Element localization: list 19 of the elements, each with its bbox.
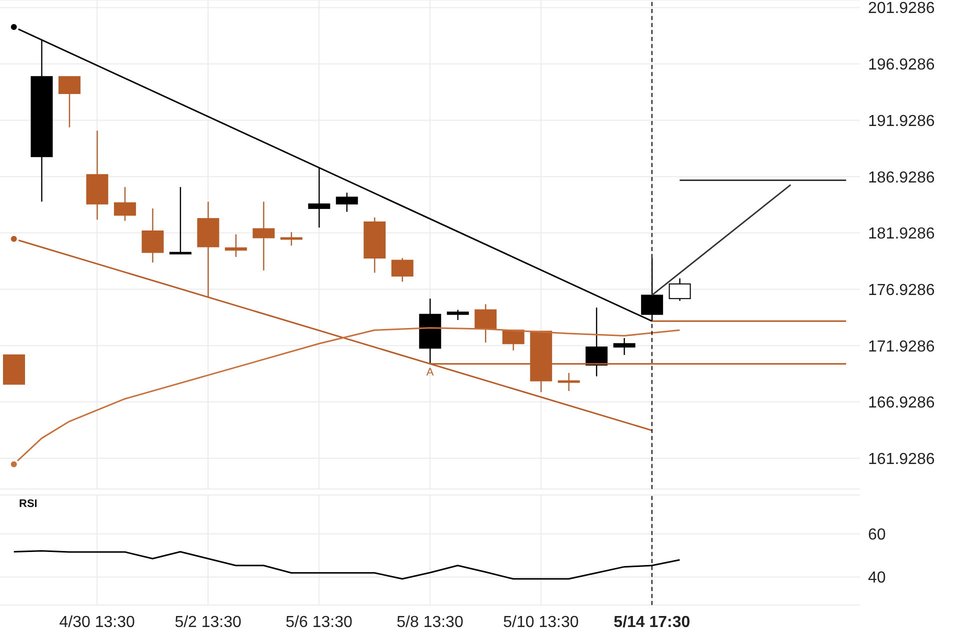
y-tick-label: 161.9286 <box>868 450 935 468</box>
x-tick-label: 5/8 13:30 <box>396 614 464 631</box>
y-tick-label: 201.9286 <box>868 0 935 18</box>
x-tick-label: 5/2 13:30 <box>174 614 242 631</box>
y-tick-label: 60 <box>868 526 886 544</box>
y-tick-label: 176.9286 <box>868 282 935 299</box>
y-tick-label: 186.9286 <box>868 169 935 186</box>
x-tick-label: 5/6 13:30 <box>286 614 352 631</box>
x-tick-label: 4/30 13:30 <box>59 614 136 631</box>
y-tick-label: 181.9286 <box>868 226 935 243</box>
x-tick-label: 5/10 13:30 <box>503 614 579 631</box>
y-tick-label: 196.9286 <box>868 56 935 74</box>
x-tick-label: 5/14 17:30 <box>614 614 690 631</box>
annotation: A <box>426 366 434 379</box>
y-tick-label: 191.9286 <box>868 112 935 130</box>
y-tick-label: 171.9286 <box>868 338 935 356</box>
y-tick-label: 166.9286 <box>868 394 935 412</box>
chart-title: RSI <box>19 498 38 510</box>
y-tick-label: 40 <box>868 570 886 587</box>
